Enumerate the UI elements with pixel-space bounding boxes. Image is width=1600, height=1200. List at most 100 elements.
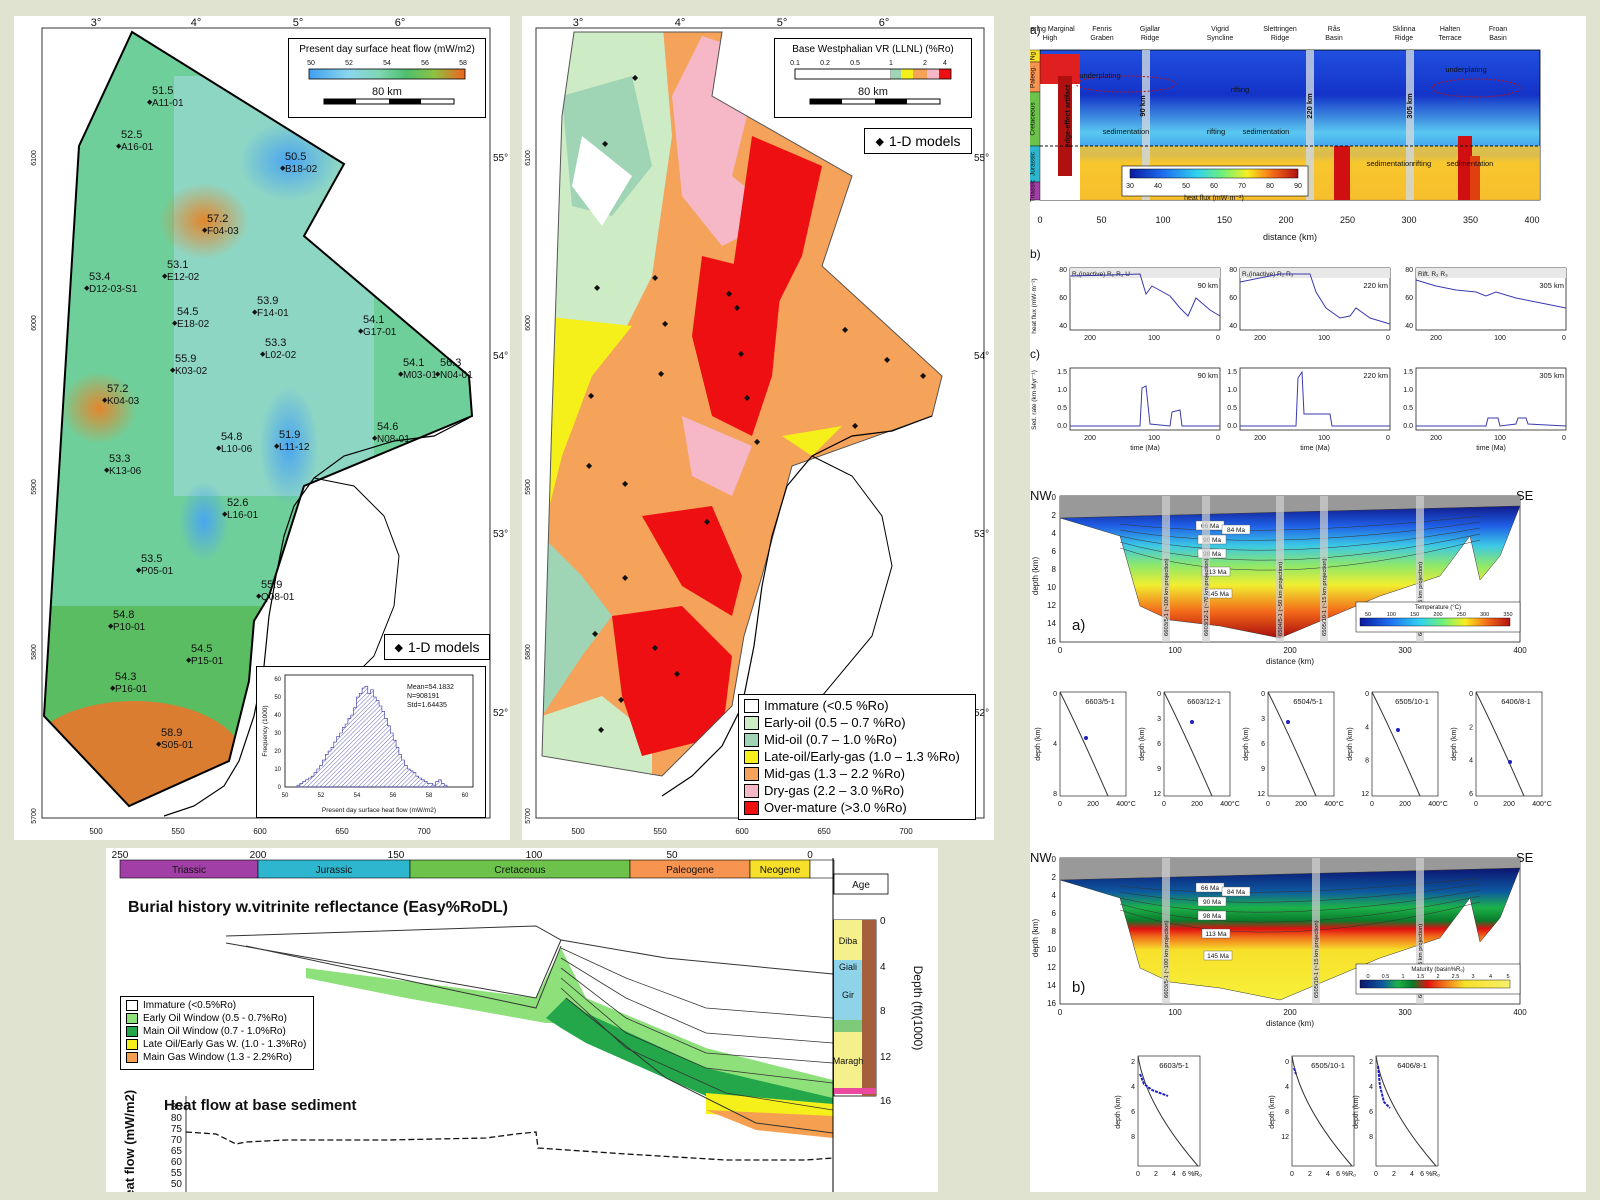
- histogram-bars: [296, 685, 448, 788]
- distance-tick: 400: [1513, 1008, 1527, 1017]
- well-projection-label: 6406/8-1 (~15 km projection): [1418, 562, 1424, 636]
- well-name: M03-01: [403, 370, 437, 381]
- section-annotation: underplating: [1079, 71, 1120, 80]
- histogram-ytick: 50: [274, 695, 281, 701]
- depth-tick: 16: [1047, 637, 1056, 646]
- well-marker-icon: ◆: [162, 273, 168, 280]
- measured-point: [1286, 720, 1290, 724]
- xlabel: time (Ma): [1300, 445, 1330, 452]
- distance-tick: 300: [1398, 1008, 1412, 1017]
- age-label: 66 Ma: [1201, 523, 1219, 530]
- section-annotation: sedimentation: [1103, 127, 1150, 136]
- age-label: Age: [852, 880, 870, 891]
- well-marker-icon: ◆: [738, 349, 745, 358]
- heat-flux-colorbar: [1129, 168, 1299, 179]
- xtick: 100: [1318, 435, 1330, 442]
- well-marker-icon: ◆: [632, 73, 639, 82]
- section-a-xlabel: distance (km): [1263, 232, 1317, 242]
- burial-legend-label: Late Oil/Early Gas W. (1.0 - 1.3%Ro): [143, 1039, 307, 1050]
- heat-flux-colorbar-label: heat flux (mW·m⁻²): [1184, 195, 1244, 202]
- distance-tick: 0: [1058, 646, 1063, 655]
- well-value: 52.5: [121, 129, 142, 141]
- colorbar-tick: 54: [383, 60, 391, 67]
- ytick: 3: [1261, 716, 1265, 723]
- era-label: Triassic: [1030, 179, 1037, 202]
- well-value: 53.5: [141, 553, 162, 565]
- sed-rate-timeseries: 305 km 1.5 1.0 0.5 0.0 200 100 0 time (Ma): [1403, 367, 1567, 452]
- well-marker-icon: ◆: [852, 421, 859, 430]
- xtick: 2: [1308, 1171, 1312, 1178]
- histogram-box: Mean=54.1832 N=908191 Std=1.64435 50 52 54 56…: [256, 666, 486, 818]
- ytick: 60: [1229, 295, 1237, 302]
- vr-class-swatch: [744, 698, 759, 713]
- burial-legend-label: Main Oil Window (0.7 - 1.0%Ro): [143, 1026, 286, 1037]
- northing-tick: 6100: [31, 150, 38, 166]
- section-a-xtick: 0: [1037, 215, 1042, 225]
- depth-tick: 14: [1047, 981, 1056, 990]
- colorbar-tick: 0.5: [850, 60, 860, 67]
- xtick: 100: [1148, 335, 1160, 342]
- distance-tick: 100: [1168, 1008, 1182, 1017]
- vr-class-item: Late-oil/Early-gas (1.0 – 1.3 %Ro): [739, 748, 975, 765]
- vr-well-markers: ◆◆◆◆◆◆◆◆◆◆◆◆◆◆◆◆◆◆◆◆◆◆◆◆◆: [586, 73, 927, 734]
- xtick: 200: [1084, 335, 1096, 342]
- xtick: 6 %Rₒ: [1182, 1171, 1202, 1178]
- ytick: 0.5: [1227, 405, 1237, 412]
- distance-tick: 200: [1283, 1008, 1297, 1017]
- depth-tick: 16: [880, 1096, 892, 1107]
- vr-class-legend: Immature (<0.5 %Ro) Early-oil (0.5 – 0.7 …: [738, 694, 976, 820]
- well-projection-label: 6504/5-1 (~50 km projection): [1278, 562, 1284, 636]
- xtick: 200: [1191, 801, 1203, 808]
- well-projection: [1312, 858, 1320, 1004]
- northing-tick: 5900: [31, 479, 38, 495]
- heatflow-tick: 80: [171, 1113, 183, 1124]
- well-value: 53.3: [109, 453, 130, 465]
- ytick: 4: [1053, 741, 1057, 748]
- well-projection: [1162, 858, 1170, 1004]
- sed-rate-timeseries: 90 km 1.5 1.0 0.5 0.0 200 100 0 time (Ma): [1057, 367, 1221, 452]
- panel-b-ylabel: heat flux (mW·m⁻²): [1031, 278, 1038, 333]
- colorbar-label: Temperature (°C): [1415, 605, 1461, 611]
- period-label: Neogene: [760, 865, 801, 876]
- colorbar-tick: 0.5: [1382, 974, 1390, 980]
- xtick: 0: [1216, 435, 1220, 442]
- heatflow-ylabel: Heat flow (mW/m2): [122, 1090, 137, 1192]
- colorbar-tick: 50: [1182, 183, 1190, 190]
- lon-tick: 6°: [879, 17, 890, 29]
- well-marker-icon: ◆: [280, 165, 286, 172]
- well-marker-icon: ◆: [170, 367, 176, 374]
- ytick: 1.5: [1057, 369, 1067, 376]
- ytick: 60: [1059, 295, 1067, 302]
- era-label: Ng: [1030, 51, 1037, 60]
- ylabel: depth (km): [1243, 727, 1250, 760]
- histogram-stat: N=908191: [407, 693, 440, 700]
- section-se: SE: [1516, 488, 1534, 503]
- well-marker-icon: ◆: [920, 371, 927, 380]
- ytick: 12: [1153, 791, 1161, 798]
- well-value: 51.9: [279, 429, 300, 441]
- well-name: P05-01: [141, 566, 174, 577]
- age-label: 66 Ma: [1201, 885, 1219, 892]
- location-label: Terrace: [1438, 35, 1461, 42]
- diamond-icon: ◆: [394, 641, 403, 654]
- well-marker-icon: ◆: [588, 391, 595, 400]
- burial-legend-label: Main Gas Window (1.3 - 2.2%Ro): [143, 1052, 292, 1063]
- xtick: 0: [1562, 335, 1566, 342]
- location-label: Halten: [1440, 26, 1460, 33]
- well-name: S05-01: [161, 740, 194, 751]
- colorbar-tick: 1: [1401, 974, 1404, 980]
- xtick: 400°C: [1116, 800, 1136, 808]
- ylabel: depth (km): [1353, 1095, 1360, 1128]
- section-annotation: 90 km: [1138, 95, 1147, 117]
- well-marker-icon: ◆: [372, 435, 378, 442]
- lon-tick: 4°: [675, 17, 686, 29]
- ytick: 0.5: [1057, 405, 1067, 412]
- xlabel: time (Ma): [1130, 445, 1160, 452]
- well-projection-label: 6406/8-1 (~15 km projection): [1418, 924, 1424, 998]
- well-name: L11-12: [279, 442, 310, 453]
- vr-class-item: Immature (<0.5 %Ro): [739, 697, 975, 714]
